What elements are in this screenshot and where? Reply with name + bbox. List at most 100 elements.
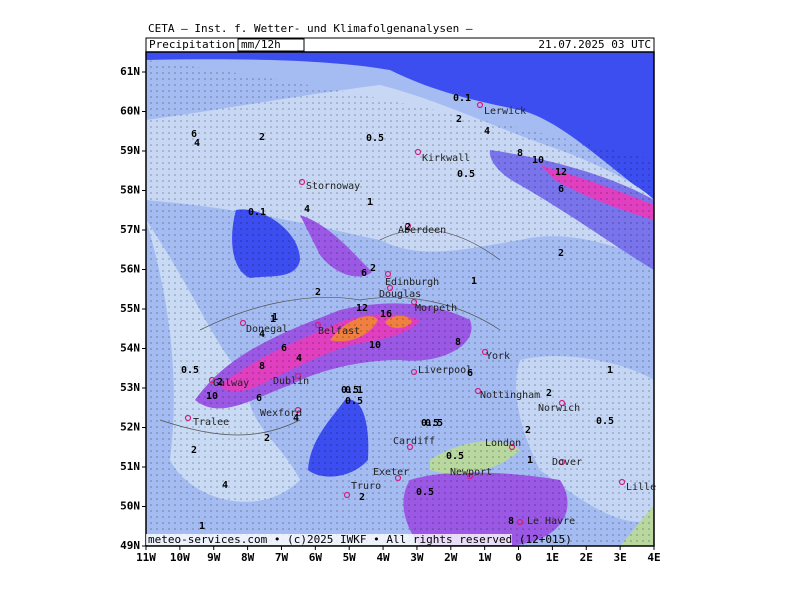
contour-label: 10 (532, 155, 544, 166)
contour-label: 6 (467, 368, 473, 379)
contour-label: 12 (555, 167, 567, 178)
contour-label: 0.5 (425, 418, 443, 429)
contour-label: 1 (607, 365, 613, 376)
city-label: Liverpool (418, 365, 472, 376)
contour-label: 12 (356, 303, 368, 314)
contour-label: 6 (558, 184, 564, 195)
contour-label: 8 (455, 337, 461, 348)
city-marker (386, 284, 394, 292)
contour-label: 6 (281, 343, 287, 354)
lon-label: 2E (580, 551, 593, 564)
city-marker (474, 387, 482, 395)
contour-label: 2 (405, 222, 411, 233)
contour-label: 1 (471, 276, 477, 287)
city-marker (410, 368, 418, 376)
lat-label: 52N (120, 421, 140, 434)
contour-label: 0.5 (416, 487, 434, 498)
city-label: Donegal (246, 324, 288, 335)
contour-label: 0.1 (248, 207, 266, 218)
city-marker (508, 443, 516, 451)
city-label: Galway (213, 378, 249, 389)
contour-label: 16 (380, 309, 392, 320)
lat-label: 51N (120, 460, 140, 473)
city-marker (294, 406, 302, 414)
city-marker (481, 348, 489, 356)
lon-label: 4E (647, 551, 660, 564)
contour-label: 6 (256, 393, 262, 404)
city-label: Le Havre (527, 516, 575, 527)
city-label: Stornoway (306, 181, 360, 192)
city-marker (298, 178, 306, 186)
lon-label: 1W (478, 551, 492, 564)
footer-bg (146, 534, 512, 545)
city-label: Wexford (260, 408, 302, 419)
contour-label: 8 (517, 148, 523, 159)
field (146, 52, 654, 546)
contour-dots (146, 60, 654, 546)
city-marker (294, 372, 302, 380)
lon-label: 4W (376, 551, 390, 564)
contour-label: 4 (222, 480, 228, 491)
contour-label: 4 (296, 353, 302, 364)
contour-label: 1 (527, 455, 533, 466)
unit-box (237, 38, 305, 52)
lat-label: 55N (120, 302, 140, 315)
contour-label: 0.1 (453, 93, 471, 104)
lon-label: 2W (444, 551, 458, 564)
contour-label: 4 (259, 329, 265, 340)
lon-label: 1E (546, 551, 559, 564)
contour-label: 8 (259, 361, 265, 372)
lon-label: 11W (136, 551, 156, 564)
lon-label: 0 (515, 551, 522, 564)
contour-label: 0.5 (345, 396, 363, 407)
city-label: Lerwick (484, 106, 526, 117)
valid-time: 21.07.2025 03 UTC (538, 38, 651, 51)
lat-label: 53N (120, 381, 140, 394)
city-label: Aberdeen (398, 225, 446, 236)
contour-label: 1 (272, 312, 278, 323)
contour-label: 0.5 (421, 418, 439, 429)
city-marker (343, 491, 351, 499)
city-label: London (485, 438, 521, 449)
city-label: Douglas (379, 289, 421, 300)
lon-label: 9W (207, 551, 221, 564)
contour-label: 0.1 (345, 385, 363, 396)
city-marker (208, 376, 216, 384)
city-marker (184, 414, 192, 422)
city-label: Belfast (318, 326, 360, 337)
lon-label: 7W (275, 551, 289, 564)
unit: mm/12h (241, 38, 281, 51)
footer: meteo-services.com • (c)2025 IWKF • All … (148, 533, 572, 546)
lat-label: 49N (120, 539, 140, 552)
contour-label: 4 (304, 204, 310, 215)
contour-label: 10 (206, 391, 218, 402)
lon-label: 5W (343, 551, 357, 564)
city-marker (394, 474, 402, 482)
lon-label: 10W (170, 551, 190, 564)
contour-label: 4 (293, 413, 299, 424)
city-label: Dover (552, 457, 582, 468)
city-marker (558, 458, 566, 466)
title: CETA – Inst. f. Wetter- und Klimafolgena… (148, 22, 473, 35)
city-marker (558, 399, 566, 407)
contour-label: 10 (369, 340, 381, 351)
lon-label: 8W (241, 551, 255, 564)
lat-label: 54N (120, 342, 140, 355)
contour-label: 0.5 (457, 169, 475, 180)
contour-label: 8 (508, 516, 514, 527)
contour-label: 2 (456, 114, 462, 125)
map-frame (145, 51, 655, 547)
variable: Precipitation (149, 38, 235, 51)
contour-label: 6 (361, 268, 367, 279)
city-label: Dublin (273, 376, 309, 387)
contour-label: 2 (315, 287, 321, 298)
city-marker (314, 321, 322, 329)
contour-label: 2 (370, 263, 376, 274)
contour-label: 1 (270, 314, 276, 325)
city-label: Exeter (373, 467, 409, 478)
contour-label: 1 (199, 521, 205, 532)
contour-label: 2 (264, 433, 270, 444)
city-marker (618, 478, 626, 486)
contour-label: 4 (194, 138, 200, 149)
